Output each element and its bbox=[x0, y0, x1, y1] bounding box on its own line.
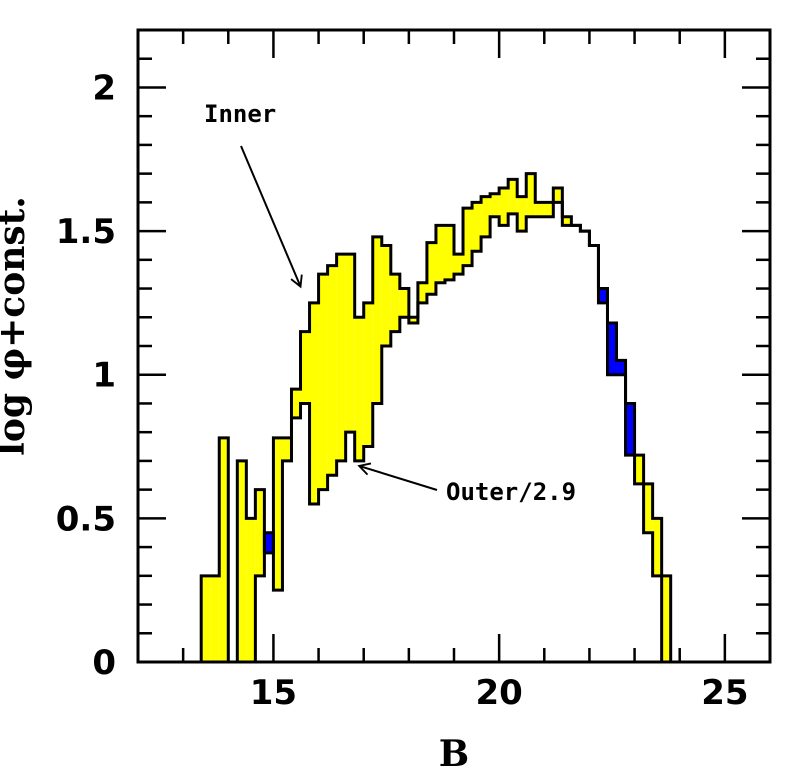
band-bin bbox=[417, 282, 427, 303]
y-tick-label: 0.5 bbox=[56, 499, 116, 539]
band-bin bbox=[219, 437, 229, 662]
band-bin bbox=[535, 202, 545, 217]
band-bin bbox=[282, 437, 292, 461]
y-tick-label: 2 bbox=[92, 68, 116, 108]
histogram-outlines bbox=[199, 172, 673, 664]
band-bin bbox=[661, 575, 671, 662]
band-bin bbox=[625, 403, 635, 456]
band-bin bbox=[345, 254, 355, 433]
series-outline-2 bbox=[201, 200, 671, 664]
band-bin bbox=[246, 518, 256, 662]
band-bin bbox=[201, 575, 211, 662]
y-tick-label: 1.5 bbox=[56, 212, 116, 252]
band-bin bbox=[354, 317, 364, 461]
band-bin bbox=[435, 225, 445, 283]
band-bin bbox=[399, 288, 409, 318]
band-bin bbox=[634, 455, 644, 484]
annotation-outer-arrow bbox=[357, 462, 438, 491]
band-bin bbox=[237, 460, 247, 662]
band-bin bbox=[472, 202, 482, 252]
y-tick-label: 0 bbox=[92, 643, 116, 683]
band-bin bbox=[562, 216, 572, 226]
band-bin bbox=[264, 532, 274, 553]
band-bin bbox=[372, 236, 382, 404]
plot-frame bbox=[136, 28, 772, 664]
y-axis-label: log φ+const. bbox=[0, 196, 33, 456]
band-bin bbox=[444, 225, 454, 280]
band-bin bbox=[390, 274, 400, 332]
band-bin bbox=[309, 302, 319, 504]
axis-ticks bbox=[136, 30, 772, 662]
band-bin bbox=[508, 179, 518, 214]
annotation-outer-label: Outer/2.9 bbox=[446, 478, 576, 506]
x-tick-label: 15 bbox=[250, 673, 297, 713]
band-bin bbox=[255, 489, 265, 576]
x-tick-label: 25 bbox=[701, 673, 748, 713]
band-bin bbox=[616, 360, 626, 375]
band-bin bbox=[363, 302, 373, 447]
band-bin bbox=[544, 202, 554, 217]
band-bin bbox=[607, 323, 617, 375]
band-bin bbox=[490, 193, 500, 217]
band-bin bbox=[598, 288, 608, 303]
band-bin bbox=[652, 518, 662, 576]
band-bin bbox=[327, 265, 337, 476]
band-bin bbox=[210, 575, 220, 662]
band-bin bbox=[318, 274, 328, 490]
annotations: Inner Outer/2.9 bbox=[204, 100, 576, 506]
band-bin bbox=[381, 245, 391, 346]
band-bin bbox=[273, 437, 283, 591]
band-bin bbox=[454, 254, 464, 275]
histogram-fills bbox=[201, 173, 671, 662]
annotation-inner-arrow bbox=[240, 145, 303, 289]
y-tick-label: 1 bbox=[92, 356, 116, 396]
band-bin bbox=[481, 196, 491, 237]
x-axis-label: B bbox=[439, 733, 469, 775]
band-bin bbox=[643, 483, 653, 533]
band-bin bbox=[553, 188, 563, 203]
band-bin bbox=[291, 389, 301, 418]
band-bin bbox=[499, 188, 509, 226]
annotation-inner-label: Inner bbox=[204, 100, 276, 128]
band-bin bbox=[408, 317, 418, 324]
band-bin bbox=[463, 208, 473, 266]
tick-labels: 15 20 25 0 0.5 1 1.5 2 bbox=[56, 68, 749, 713]
band-bin bbox=[426, 242, 436, 295]
band-bin bbox=[517, 196, 527, 232]
band-bin bbox=[300, 331, 310, 404]
band-bin bbox=[526, 173, 536, 217]
x-tick-label: 20 bbox=[475, 673, 522, 713]
band-bin bbox=[336, 254, 346, 461]
